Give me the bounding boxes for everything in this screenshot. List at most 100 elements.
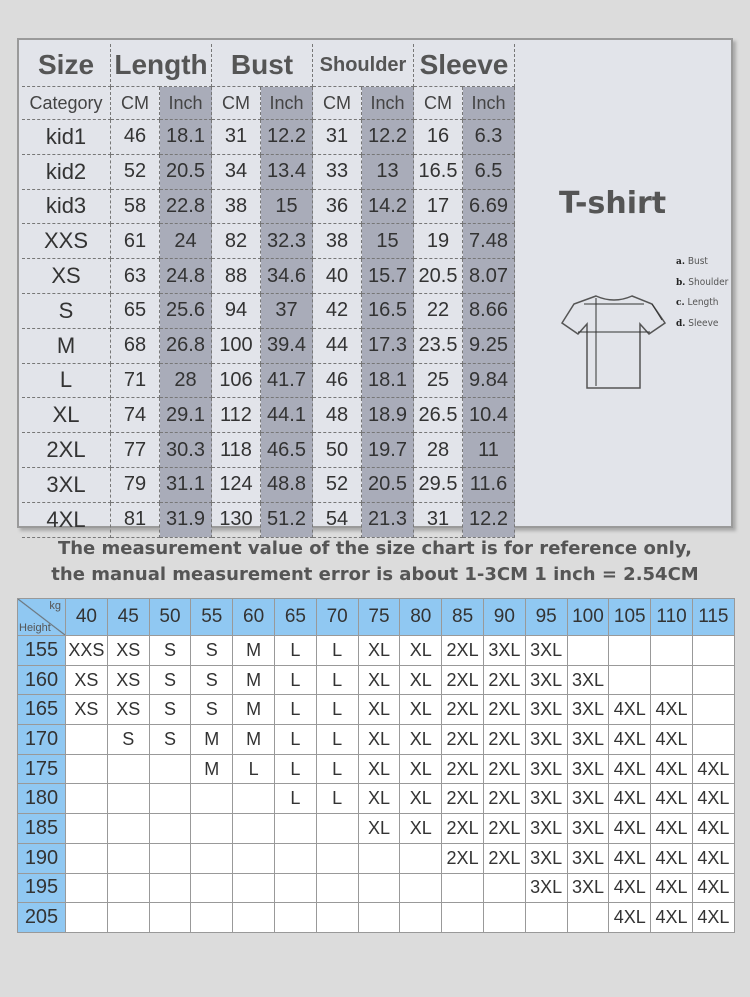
size-cell — [106, 753, 150, 785]
size-cell: 3XL — [566, 872, 610, 904]
size-cell: 36 — [312, 188, 362, 225]
size-cell — [106, 872, 150, 904]
size-cell: 19 — [413, 223, 463, 260]
size-cell — [315, 842, 359, 874]
size-cell: 3XL — [566, 783, 610, 815]
weight-header: 90 — [482, 598, 526, 636]
size-cell: 32.3 — [260, 223, 313, 260]
size-cell: 4XL — [608, 813, 652, 844]
size-cell: XL — [357, 635, 401, 666]
size-row: kid1 46 18.1 31 12.2 31 12.2 16 6.3 — [22, 119, 515, 155]
size-cell: XL — [399, 753, 443, 785]
size-cell: 9.84 — [462, 362, 515, 399]
size-cell — [190, 902, 234, 933]
weight-header: 115 — [691, 598, 735, 636]
weight-header: 65 — [273, 598, 317, 636]
size-cell — [190, 872, 234, 904]
height-row: 175 M L L L XL XL 2XL 2XL 3XL 3XL 4XL 4XL 4XL — [17, 753, 735, 785]
header-shoulder: Shoulder — [312, 44, 414, 87]
size-cell: 3XL — [566, 813, 610, 844]
size-cell: L — [273, 783, 317, 815]
size-cell: 31.1 — [159, 466, 212, 503]
size-cell: 106 — [211, 362, 261, 399]
size-cell: 20.5 — [413, 258, 463, 294]
size-cell — [148, 783, 192, 815]
subheader-cell: CM — [312, 86, 362, 120]
size-cell: 2XL — [482, 664, 526, 696]
size-cell: 7.48 — [462, 223, 515, 260]
size-row: 3XL 79 31.1 124 48.8 52 20.5 29.5 11.6 — [22, 466, 515, 503]
size-cell: 51.2 — [260, 501, 313, 538]
size-cell: 15 — [361, 223, 414, 260]
height-label: 205 — [17, 902, 66, 933]
size-cell: 40 — [312, 258, 362, 294]
size-cell — [65, 902, 108, 933]
size-cell: 2XL — [482, 694, 526, 726]
subheader-cell: Inch — [159, 86, 212, 120]
size-cell: S — [190, 694, 234, 726]
size-cell — [650, 664, 693, 696]
legend-letter: b. — [676, 277, 686, 288]
size-cell: 9.25 — [462, 327, 515, 364]
size-cell — [691, 694, 735, 726]
size-cell: 6.3 — [462, 119, 515, 155]
size-cell: 4XL — [608, 753, 652, 785]
size-label: XS — [22, 258, 111, 294]
size-cell: 25 — [413, 362, 463, 399]
legend-text: Shoulder — [688, 276, 729, 288]
size-cell — [441, 872, 484, 904]
size-cell: 15.7 — [361, 258, 414, 294]
size-cell: 4XL — [650, 813, 693, 844]
size-cell: 37 — [260, 292, 313, 329]
size-cell: 58 — [110, 188, 160, 225]
size-cell — [232, 842, 275, 874]
size-cell: 2XL — [441, 724, 484, 755]
weight-header: 75 — [357, 598, 401, 636]
size-cell: 82 — [211, 223, 261, 260]
size-cell — [65, 753, 108, 785]
size-cell: 6.5 — [462, 153, 515, 190]
size-cell: 4XL — [691, 753, 735, 785]
size-cell — [315, 902, 359, 933]
header-bust: Bust — [211, 44, 313, 87]
size-cell: 3XL — [524, 753, 568, 785]
size-cell: 34 — [211, 153, 261, 190]
size-chart-panel: Size Length Bust Shoulder Sleeve Categor… — [17, 38, 733, 538]
size-cell: 3XL — [524, 635, 568, 666]
weight-header: 110 — [650, 598, 693, 636]
size-cell: 71 — [110, 362, 160, 399]
size-cell: 44.1 — [260, 397, 313, 434]
size-cell: L — [273, 664, 317, 696]
size-cell — [190, 842, 234, 874]
size-cell — [357, 842, 401, 874]
size-cell: 2XL — [441, 753, 484, 785]
size-cell: XS — [106, 635, 150, 666]
size-cell: 24.8 — [159, 258, 212, 294]
size-cell — [482, 902, 526, 933]
height-row: 165 XS XS S S M L L XL XL 2XL 2XL 3XL 3XL 4XL 4XL — [17, 694, 735, 726]
size-cell: 22 — [413, 292, 463, 329]
size-cell: 6.69 — [462, 188, 515, 225]
size-cell: 112 — [211, 397, 261, 434]
size-cell: 4XL — [608, 724, 652, 755]
size-label: kid3 — [22, 188, 111, 225]
size-cell: 29.1 — [159, 397, 212, 434]
size-cell: 46 — [110, 119, 160, 155]
size-cell — [608, 635, 652, 666]
size-cell: XL — [357, 753, 401, 785]
height-label: 195 — [17, 872, 66, 904]
size-cell: L — [315, 753, 359, 785]
size-cell: 4XL — [650, 842, 693, 874]
subheader-cell: Inch — [462, 86, 515, 120]
height-row: 155 XXS XS S S M L L XL XL 2XL 3XL 3XL — [17, 635, 735, 666]
height-row: 170 S S M M L L XL XL 2XL 2XL 3XL 3XL 4XL 4XL — [17, 724, 735, 755]
size-cell: 3XL — [524, 664, 568, 696]
size-label: M — [22, 327, 111, 364]
size-cell — [190, 813, 234, 844]
size-cell: 2XL — [441, 783, 484, 815]
legend-letter: d. — [676, 318, 686, 329]
size-cell: 79 — [110, 466, 160, 503]
size-cell: 2XL — [482, 724, 526, 755]
size-cell: 48.8 — [260, 466, 313, 503]
subheader-cell: CM — [110, 86, 160, 120]
